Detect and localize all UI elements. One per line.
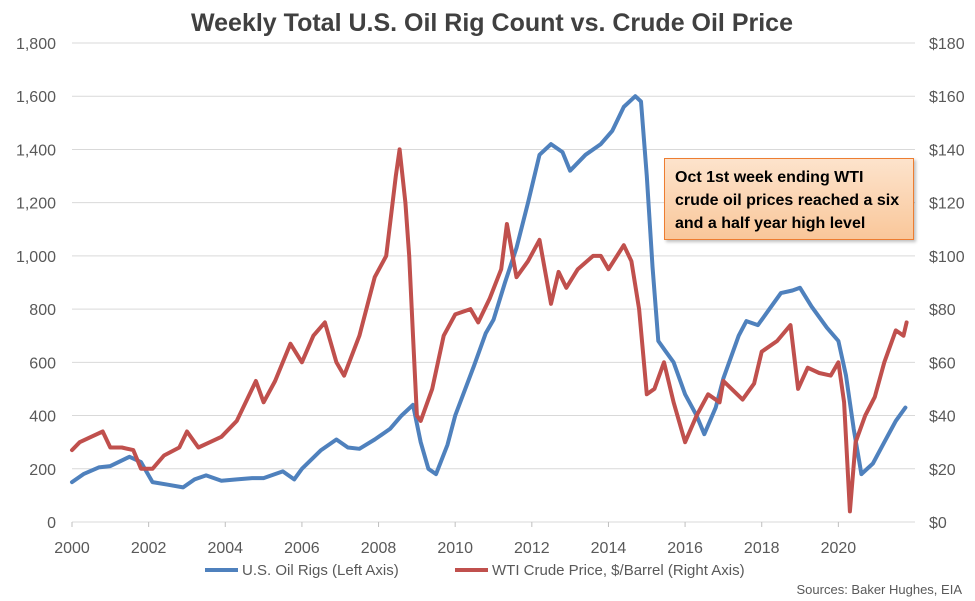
x-tick-label: 2008 [361, 540, 397, 557]
y-right-tick-label: $0 [929, 515, 947, 532]
legend-label-wti: WTI Crude Price, $/Barrel (Right Axis) [492, 562, 745, 579]
y-left-tick-label: 1,200 [16, 196, 56, 213]
y-left-tick-label: 200 [29, 462, 56, 479]
y-right-tick-label: $20 [929, 462, 956, 479]
x-tick-label: 2004 [207, 540, 243, 557]
x-tick-label: 2020 [821, 540, 857, 557]
series-line-rigs [70, 94, 908, 490]
y-left-tick-label: 1,600 [16, 89, 56, 106]
y-left-tick-label: 400 [29, 409, 56, 426]
y-axis-left: 0 200 400 600 800 1,000 1,200 1,400 1,600 1,800 [16, 36, 56, 532]
y-right-tick-label: $100 [929, 249, 965, 266]
legend-label-rigs: U.S. Oil Rigs (Left Axis) [242, 562, 399, 579]
x-tick-label: 2002 [131, 540, 167, 557]
y-right-tick-label: $80 [929, 302, 956, 319]
y-right-tick-label: $140 [929, 142, 965, 159]
y-right-tick-label: $120 [929, 196, 965, 213]
y-right-tick-label: $180 [929, 36, 965, 53]
x-tick-label: 2010 [437, 540, 473, 557]
y-left-tick-label: 1,800 [16, 36, 56, 53]
x-tick-label: 2014 [591, 540, 627, 557]
gridlines [72, 42, 915, 470]
y-axis-right: $0 $20 $40 $60 $80 $100 $120 $140 $160 $180 [929, 36, 965, 532]
chart-title: Weekly Total U.S. Oil Rig Count vs. Crud… [191, 9, 793, 37]
x-axis-ticks: 2000 2002 2004 2006 2008 2010 2012 2014 2016 2018… [54, 522, 856, 557]
y-left-tick-label: 0 [47, 515, 56, 532]
x-tick-label: 2000 [54, 540, 90, 557]
y-left-tick-label: 1,000 [16, 249, 56, 266]
y-right-tick-label: $60 [929, 355, 956, 372]
x-tick-label: 2018 [744, 540, 780, 557]
x-tick-label: 2006 [284, 540, 320, 557]
x-tick-label: 2012 [514, 540, 550, 557]
y-left-tick-label: 1,400 [16, 142, 56, 159]
y-left-tick-label: 800 [29, 302, 56, 319]
source-note: Sources: Baker Hughes, EIA [797, 582, 963, 597]
x-tick-label: 2016 [667, 540, 703, 557]
y-left-tick-label: 600 [29, 355, 56, 372]
y-right-tick-label: $160 [929, 89, 965, 106]
series-group [70, 94, 909, 514]
series-line-wti [70, 147, 909, 514]
annotation-callout: Oct 1st week ending WTI crude oil prices… [664, 158, 914, 240]
y-right-tick-label: $40 [929, 409, 956, 426]
